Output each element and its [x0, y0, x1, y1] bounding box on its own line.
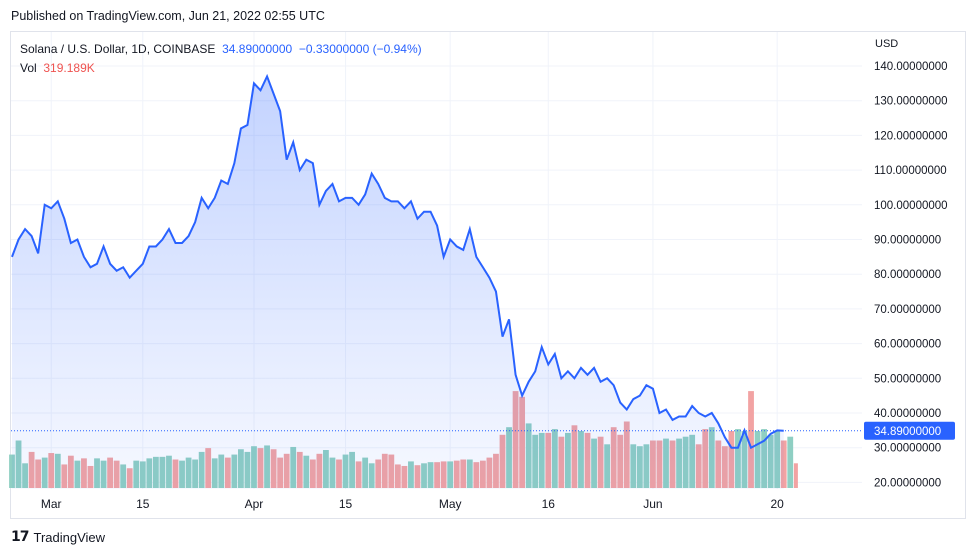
y-tick-label: 30.00000000 [874, 443, 941, 455]
badge-background [864, 421, 955, 440]
x-tick-label: Apr [245, 497, 264, 511]
footer-brand[interactable]: 17 TradingView [11, 529, 105, 545]
x-tick-label: 15 [339, 497, 353, 511]
x-tick-label: 15 [136, 497, 150, 511]
legend-last-price: 34.89000000 [222, 42, 293, 56]
legend-change: −0.33000000 (−0.94%) [298, 42, 422, 56]
x-tick-label: 16 [542, 497, 556, 511]
tradingview-logo-icon: 17 [11, 529, 30, 545]
y-tick-label: 110.00000000 [874, 165, 947, 177]
y-tick-label: 100.00000000 [874, 200, 948, 212]
y-tick-label: 70.00000000 [874, 304, 941, 316]
price-area [12, 76, 784, 489]
y-tick-label: 140.00000000 [874, 61, 948, 73]
y-tick-label: 80.00000000 [874, 269, 941, 281]
y-tick-label: 40.00000000 [874, 408, 941, 420]
y-tick-label: 20.00000000 [874, 477, 941, 489]
last-price-badge: 34.89000000 [864, 421, 955, 440]
x-axis[interactable]: Mar 15 Apr 15 May 16 Jun 20 [41, 497, 784, 511]
volume-bar [748, 391, 754, 488]
chart-frame[interactable] [10, 31, 966, 519]
footer-brand-name: TradingView [33, 529, 106, 545]
currency-label: USD [875, 38, 899, 50]
y-tick-label: 130.00000000 [874, 96, 948, 108]
x-tick-label: Jun [643, 497, 662, 511]
legend-symbol: Solana / U.S. Dollar, 1D, COINBASE [20, 42, 216, 56]
volume-bar [793, 463, 798, 488]
y-tick-label: 120.00000000 [874, 130, 948, 142]
x-tick-label: May [439, 497, 462, 511]
y-axis[interactable]: 140.00000000 130.00000000 120.00000000 110.… [874, 61, 948, 489]
volume-bar [787, 436, 794, 488]
legend-volume-value: 319.189K [43, 61, 95, 75]
price-line [11, 73, 784, 450]
y-tick-label: 50.00000000 [874, 373, 941, 385]
y-tick-label: 90.00000000 [874, 235, 941, 247]
x-tick-label: Mar [41, 497, 62, 511]
chart-legend: Solana / U.S. Dollar, 1D, COINBASE 34.89… [20, 40, 422, 78]
y-tick-label: 60.00000000 [874, 339, 941, 351]
legend-volume-label: Vol [20, 61, 37, 75]
x-tick-label: 20 [771, 497, 785, 511]
published-caption: Published on TradingView.com, Jun 21, 20… [11, 9, 325, 23]
badge-price-label: 34.89000000 [874, 426, 941, 438]
